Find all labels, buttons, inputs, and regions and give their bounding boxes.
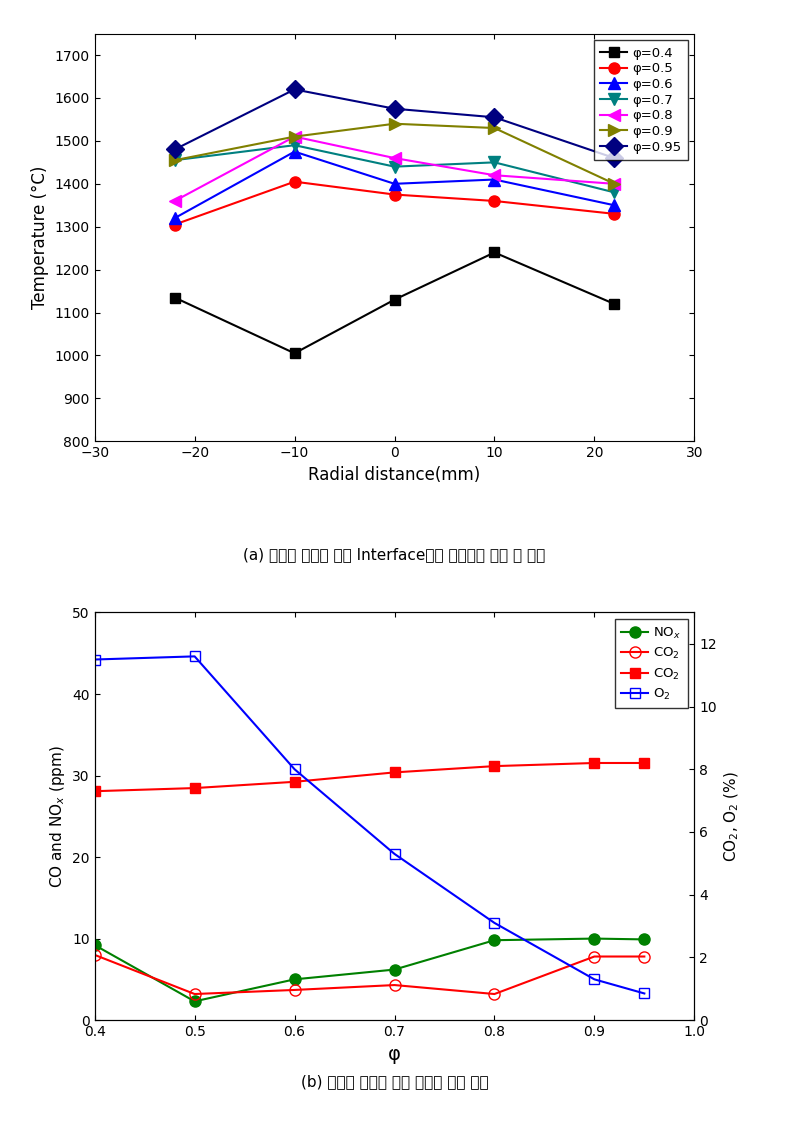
- CO$_2$: [90, 948, 99, 962]
- φ=0.8: [290, 130, 299, 143]
- Line: φ=0.4: φ=0.4: [170, 248, 619, 359]
- Line: φ=0.5: φ=0.5: [169, 176, 620, 230]
- NO$_x$: [190, 994, 200, 1008]
- CO$_2$: [640, 949, 649, 963]
- φ=0.9: [290, 130, 299, 143]
- CO$_2$: [589, 757, 599, 770]
- CO$_2$: [190, 781, 200, 795]
- Text: (a) 당량비 변화에 따른 Interface지점 반경방향 온도 장 변화: (a) 당량비 변화에 따른 Interface지점 반경방향 온도 장 변화: [243, 547, 546, 563]
- Line: O$_2$: O$_2$: [90, 651, 649, 999]
- O$_2$: [90, 652, 99, 666]
- φ=0.6: [490, 173, 499, 186]
- Line: CO$_2$: CO$_2$: [89, 949, 650, 1000]
- O$_2$: [190, 650, 200, 664]
- φ=0.5: [610, 207, 619, 221]
- CO$_2$: [290, 775, 299, 788]
- Line: CO$_2$: CO$_2$: [90, 758, 649, 796]
- φ=0.7: [290, 139, 299, 152]
- NO$_x$: [90, 938, 99, 952]
- φ=0.8: [170, 194, 179, 207]
- NO$_x$: [640, 933, 649, 946]
- CO$_2$: [390, 766, 399, 779]
- φ=0.95: [490, 111, 499, 124]
- φ=0.4: [610, 297, 619, 311]
- Y-axis label: CO and NO$_x$ (ppm): CO and NO$_x$ (ppm): [47, 744, 66, 888]
- φ=0.8: [390, 151, 399, 165]
- φ=0.9: [610, 177, 619, 191]
- Y-axis label: CO$_2$, O$_2$ (%): CO$_2$, O$_2$ (%): [723, 771, 741, 862]
- NO$_x$: [290, 973, 299, 986]
- CO$_2$: [490, 988, 499, 1001]
- O$_2$: [640, 986, 649, 1000]
- O$_2$: [290, 762, 299, 776]
- Y-axis label: Temperature (°C): Temperature (°C): [31, 166, 49, 309]
- φ=0.95: [390, 102, 399, 115]
- Text: (b) 당량비 변화에 따른 배가스 배출 특성: (b) 당량비 변화에 따른 배가스 배출 특성: [301, 1074, 488, 1090]
- Line: φ=0.95: φ=0.95: [168, 83, 621, 165]
- φ=0.95: [170, 142, 179, 156]
- φ=0.5: [390, 188, 399, 202]
- φ=0.7: [610, 186, 619, 200]
- φ=0.9: [390, 117, 399, 130]
- Legend: NO$_x$, CO$_2$, CO$_2$, O$_2$: NO$_x$, CO$_2$, CO$_2$, O$_2$: [615, 619, 688, 708]
- φ=0.4: [290, 346, 299, 360]
- NO$_x$: [490, 934, 499, 947]
- CO$_2$: [490, 759, 499, 772]
- φ=0.6: [390, 177, 399, 191]
- φ=0.4: [390, 293, 399, 306]
- CO$_2$: [190, 988, 200, 1001]
- CO$_2$: [390, 979, 399, 992]
- Line: φ=0.7: φ=0.7: [168, 139, 621, 198]
- CO$_2$: [290, 983, 299, 997]
- φ=0.7: [170, 154, 179, 167]
- CO$_2$: [640, 757, 649, 770]
- φ=0.95: [610, 151, 619, 165]
- φ=0.5: [490, 194, 499, 207]
- φ=0.7: [390, 160, 399, 174]
- φ=0.6: [610, 198, 619, 212]
- Line: NO$_x$: NO$_x$: [89, 933, 650, 1007]
- Line: φ=0.8: φ=0.8: [168, 130, 621, 207]
- X-axis label: Radial distance(mm): Radial distance(mm): [308, 465, 481, 483]
- φ=0.6: [290, 145, 299, 158]
- CO$_2$: [589, 949, 599, 963]
- φ=0.5: [290, 175, 299, 188]
- O$_2$: [390, 847, 399, 861]
- φ=0.9: [490, 121, 499, 135]
- NO$_x$: [589, 932, 599, 945]
- Legend: φ=0.4, φ=0.5, φ=0.6, φ=0.7, φ=0.8, φ=0.9, φ=0.95: φ=0.4, φ=0.5, φ=0.6, φ=0.7, φ=0.8, φ=0.9…: [594, 40, 688, 160]
- Line: φ=0.6: φ=0.6: [168, 146, 621, 224]
- Line: φ=0.9: φ=0.9: [168, 118, 621, 191]
- φ=0.4: [490, 245, 499, 259]
- φ=0.8: [610, 177, 619, 191]
- NO$_x$: [390, 963, 399, 976]
- O$_2$: [490, 916, 499, 929]
- φ=0.7: [490, 156, 499, 169]
- φ=0.8: [490, 168, 499, 182]
- X-axis label: φ: φ: [388, 1045, 401, 1064]
- O$_2$: [589, 973, 599, 986]
- φ=0.4: [170, 290, 179, 304]
- φ=0.6: [170, 212, 179, 225]
- φ=0.5: [170, 217, 179, 231]
- φ=0.9: [170, 154, 179, 167]
- CO$_2$: [90, 785, 99, 798]
- φ=0.95: [290, 83, 299, 96]
